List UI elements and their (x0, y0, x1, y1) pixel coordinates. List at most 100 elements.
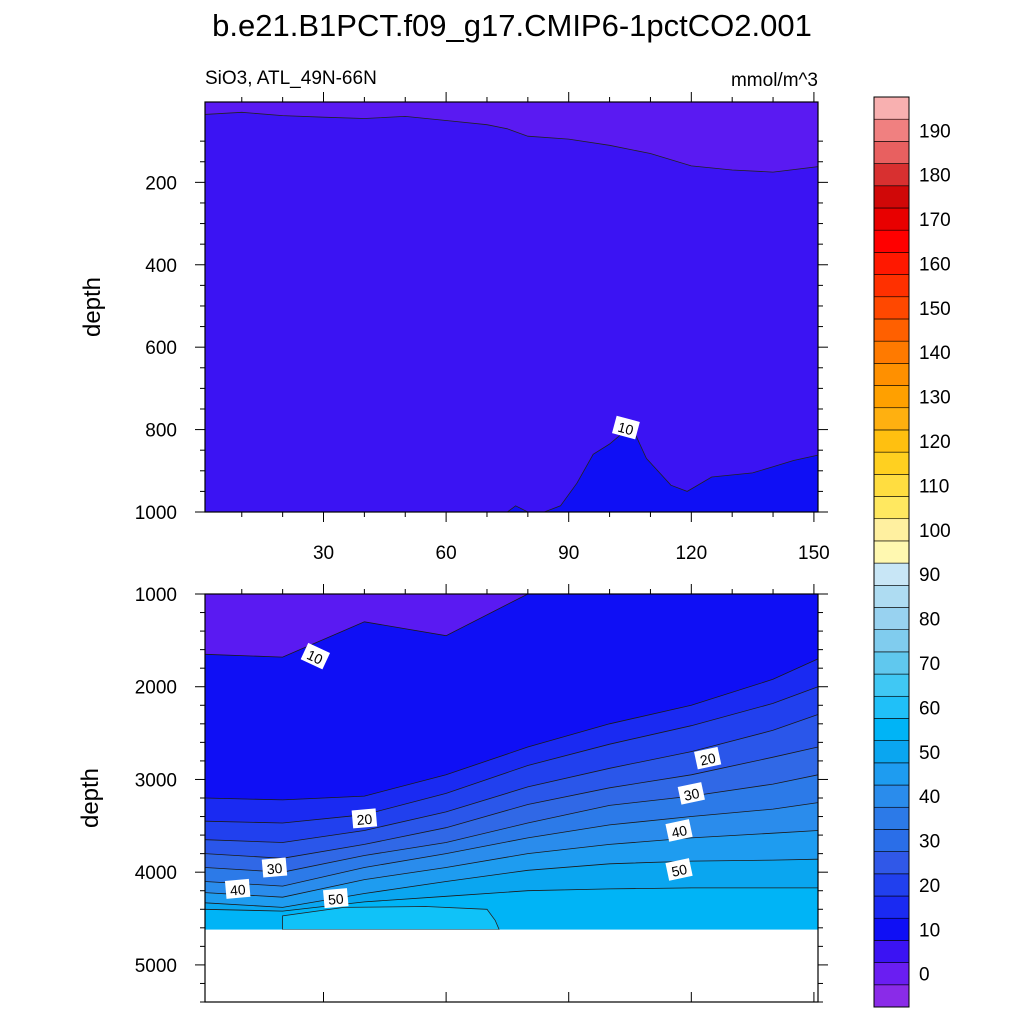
colorbar-box (873, 917, 910, 941)
colorbar-box (873, 207, 910, 231)
colorbar-tick-label: 80 (919, 610, 940, 631)
contour-label-bg (612, 415, 640, 440)
colorbar-box (873, 385, 910, 409)
lower-contour-label: 10 (300, 642, 331, 670)
lower-contour-line (204, 686, 819, 824)
variable-label: SiO3, ATL_49N-66N (205, 68, 377, 89)
colorbar-tick-label: 140 (919, 343, 951, 364)
contour-label-bg (665, 819, 693, 842)
colorbar-box (873, 296, 910, 320)
upper-x-tick-label: 120 (675, 543, 707, 564)
colorbar-tick-label: 130 (919, 388, 951, 409)
lower-contour-label: 40 (224, 878, 251, 899)
upper-x-tick-label: 30 (313, 543, 334, 564)
lower-contour-line (204, 887, 818, 912)
colorbar-box (873, 895, 910, 919)
lower-y-tick-label: 5000 (135, 956, 177, 977)
lower-contour-label: 30 (677, 782, 705, 805)
upper-y-tick-label: 200 (145, 173, 177, 194)
colorbar-tick-label: 90 (919, 565, 940, 586)
lower-region-band (205, 774, 818, 887)
colorbar-tick-label: 60 (919, 698, 940, 719)
colorbar-box (873, 229, 910, 253)
lower-region-band (205, 594, 818, 658)
colorbar-box (873, 185, 910, 209)
lower-panel: 1000 2000 3000 4000 5000 10 20 30 40 50 20 30 40 50 (135, 584, 828, 1003)
lower-contour-line (204, 774, 819, 873)
upper-panel: 200 400 600 800 1000 30 60 90 120 150 10 (135, 92, 830, 564)
colorbar-box (873, 718, 910, 741)
upper-x-tick-label: 90 (558, 543, 579, 564)
lower-region-band (205, 747, 818, 873)
upper-y-axis-label: depth (79, 277, 106, 337)
colorbar-tick-label: 160 (919, 254, 951, 275)
upper-frame (204, 101, 819, 513)
colorbar-tick-label: 150 (919, 299, 951, 320)
lower-contour-line (204, 658, 819, 801)
units-label: mmol/m^3 (731, 70, 818, 91)
upper-region-10-15 (506, 431, 819, 513)
lower-contour-label: 20 (694, 746, 722, 770)
colorbar-box (873, 474, 910, 497)
colorbar-box (873, 252, 910, 275)
colorbar-box (873, 407, 910, 431)
colorbar-box (873, 584, 910, 608)
lower-region-band (205, 802, 818, 898)
contour-label-text: 40 (229, 881, 246, 898)
colorbar-tick-label: 190 (919, 121, 951, 142)
colorbar-tick-label: 70 (919, 654, 940, 675)
colorbar-box (873, 451, 910, 475)
lower-region-55-60 (282, 906, 500, 931)
colorbar: 0 10 20 30 40 50 60 70 80 90 100 110 120 130 140 150 160… (873, 96, 951, 1008)
colorbar-box (873, 518, 910, 542)
lower-contour-line (204, 746, 819, 859)
lower-region-band (205, 714, 818, 859)
contour-label-text: 40 (670, 822, 689, 841)
colorbar-box (873, 540, 910, 564)
colorbar-frame (873, 96, 910, 1008)
colorbar-box (873, 806, 910, 830)
upper-region-0-5 (204, 101, 819, 173)
colorbar-box (873, 962, 910, 986)
colorbar-box (873, 118, 910, 142)
lower-y-axis-label: depth (77, 768, 104, 828)
colorbar-tick-label: 10 (919, 920, 940, 941)
lower-region-band (205, 686, 818, 843)
colorbar-box (873, 651, 910, 675)
colorbar-tick-label: 20 (919, 876, 940, 897)
lower-contour-line (204, 714, 819, 843)
upper-x-tick-label: 150 (798, 543, 830, 564)
lower-contour-label: 30 (261, 857, 288, 878)
upper-region-5-10 (205, 102, 818, 512)
contour-label-bg (665, 858, 693, 881)
colorbar-box (873, 274, 910, 298)
lower-contour-label: 50 (323, 888, 349, 909)
colorbar-box (873, 429, 910, 453)
upper-y-tick-label: 800 (145, 421, 177, 442)
upper-y-tick-label: 1000 (135, 503, 177, 524)
colorbar-box (873, 340, 910, 364)
colorbar-box (873, 496, 910, 520)
contour-label-text: 10 (304, 646, 325, 667)
contour-label-bg (261, 857, 288, 878)
contour-label-text: 20 (356, 811, 373, 828)
colorbar-tick-label: 110 (919, 476, 949, 497)
upper-y-tick-label: 400 (145, 256, 177, 277)
colorbar-box (873, 607, 910, 630)
colorbar-tick-label: 100 (919, 521, 951, 542)
lower-y-tick-label: 1000 (135, 585, 177, 606)
colorbar-tick-label: 120 (919, 432, 951, 453)
contour-label-bg (677, 782, 705, 805)
lower-y-tick-label: 4000 (135, 863, 177, 884)
lower-missing-data (205, 929, 818, 1002)
colorbar-box (873, 318, 910, 342)
colorbar-box (873, 163, 910, 187)
contour-label-text: 30 (682, 785, 701, 804)
lower-contour-label: 20 (351, 808, 378, 829)
colorbar-box (873, 762, 910, 786)
contour-label-bg (694, 746, 722, 770)
lower-contour-line (204, 858, 819, 908)
colorbar-box (873, 851, 910, 875)
lower-region-band (205, 830, 818, 908)
